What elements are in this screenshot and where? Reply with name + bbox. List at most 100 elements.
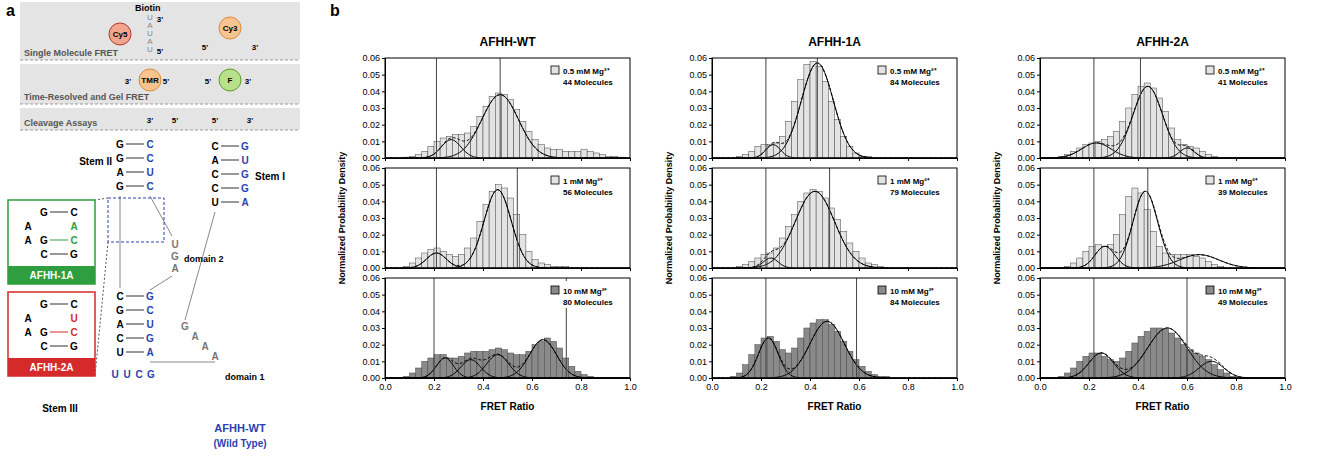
bar [501,95,507,158]
reference-line [500,58,501,158]
tick-mark [382,328,385,329]
histogram-column: AFHH-2ANormalized Probability DensityFRE… [992,35,1292,412]
bar [495,348,501,378]
tick-label: 0.04 [689,87,707,97]
bar [822,81,828,158]
tick-label: 0.05 [362,70,380,80]
fit-component [385,190,630,268]
base: U [70,313,77,324]
tick-mark [382,185,385,186]
base: C [211,141,218,152]
bar [1101,356,1107,378]
reference-line [765,58,766,158]
bar [1193,353,1199,378]
tick-label: 0.02 [362,340,380,350]
tick-label: 0.03 [1017,103,1035,113]
tick-mark [1037,201,1040,202]
plot-area [385,58,630,158]
bar [532,140,538,158]
bar [828,325,834,378]
tick-mark [709,75,712,76]
reference-line [765,168,766,268]
tick-label: 0.05 [1017,290,1035,300]
base: U [147,45,153,54]
tick-mark [709,141,712,142]
tick-label: 0.0 [706,382,719,392]
legend-label: 1 mM Mg²⁺ [563,177,603,186]
fit-component [385,355,630,378]
tick-mark [1236,268,1237,271]
tick-mark [382,125,385,126]
tick: 0.02 [689,340,712,350]
base: A [24,313,31,324]
bar [581,150,587,158]
fit-component [385,358,630,378]
legend-background [875,61,954,88]
base: A [24,327,31,338]
tick-mark [1037,125,1040,126]
legend-swatch [878,286,886,294]
molecule-count: 44 Molecules [563,78,613,87]
axis: 0.000.010.020.030.040.050.06 [689,163,712,273]
tick-label: 0.04 [1017,197,1035,207]
tick-mark [709,235,712,236]
bar [495,185,501,268]
tick-label: 0.4 [477,382,490,392]
bar [1205,261,1211,268]
strand-end: 5' [172,116,178,125]
tick-mark [382,141,385,142]
axis-line [709,169,713,269]
tick-mark [1187,268,1188,271]
tick-mark [382,58,385,59]
base: C [116,333,123,344]
tick-mark [382,345,385,346]
tick-mark [382,218,385,219]
strand-end: 5' [157,47,163,56]
base: G [116,181,124,192]
tick-label: 0.03 [689,103,707,113]
x-axis-title: FRET Ratio [1136,401,1190,412]
tick-mark [483,378,484,381]
bar [557,150,563,158]
fit-component [385,253,630,268]
tick-label: 0.03 [362,103,380,113]
strand-end: 5' [205,77,211,86]
tick: 0.02 [689,230,712,240]
bar [792,348,798,378]
strand-end: 3' [147,116,153,125]
tick-mark [630,268,631,271]
bar [1126,196,1132,268]
base: A [211,351,218,362]
bar [767,336,773,378]
base-pair [50,212,68,213]
tick-mark [532,378,533,381]
histogram-column: AFHH-WTNormalized Probability DensityFRE… [337,35,637,412]
inset-link [95,242,108,376]
tick: 0.01 [1017,357,1040,367]
tick [761,158,762,161]
bar [1156,246,1162,268]
base-pair [50,254,68,255]
axis-line [1037,59,1041,159]
bar [1150,231,1156,268]
tick: 0.02 [362,120,385,130]
bar [587,151,593,158]
tick-mark [709,311,712,312]
fit-component [712,338,957,378]
tick: 0.00 [1017,373,1040,383]
axis [713,268,958,271]
plot-frame [712,168,957,268]
tick-mark [957,158,958,161]
tick [1089,158,1090,161]
base: G [147,369,155,380]
tick-mark [382,158,385,159]
base: A [146,347,153,358]
base: G [40,235,48,246]
tick-label: 0.06 [362,53,380,63]
stem-label: Stem I [255,171,285,182]
tick-mark [1037,158,1040,159]
bar [804,193,810,268]
plot-area [1040,168,1285,268]
tick-label: 0.00 [689,153,707,163]
tick [581,158,582,161]
